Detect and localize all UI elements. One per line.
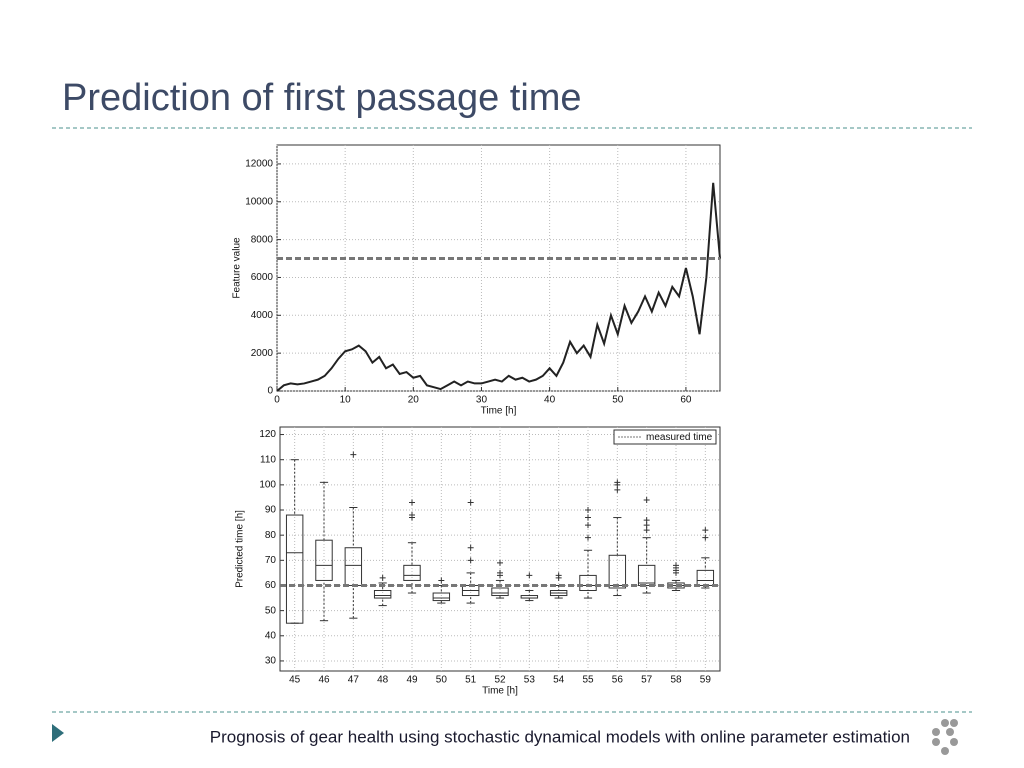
outlier bbox=[585, 522, 591, 529]
y-tick-label: 120 bbox=[259, 429, 276, 440]
outlier bbox=[497, 559, 503, 566]
x-tick-label: 40 bbox=[544, 395, 556, 406]
box bbox=[373, 590, 392, 599]
outlier bbox=[467, 499, 474, 506]
x-tick-label: 53 bbox=[524, 675, 536, 686]
y-tick-label: 90 bbox=[265, 505, 277, 516]
x-tick-label: 49 bbox=[406, 675, 418, 686]
outlier bbox=[350, 451, 357, 458]
box bbox=[285, 514, 304, 624]
y-tick-label: 110 bbox=[260, 454, 276, 465]
x-tick-label: 30 bbox=[476, 395, 488, 406]
x-tick-label: 56 bbox=[612, 675, 624, 686]
y-tick-label: 6000 bbox=[251, 272, 274, 283]
box bbox=[315, 539, 333, 581]
x-tick-label: 52 bbox=[494, 675, 506, 686]
box bbox=[579, 574, 597, 592]
data-line bbox=[276, 182, 721, 392]
y-tick-label: 10000 bbox=[245, 196, 273, 207]
outlier bbox=[409, 512, 415, 519]
x-tick-label: 48 bbox=[377, 675, 389, 686]
box bbox=[432, 592, 451, 602]
outlier bbox=[585, 534, 591, 541]
outlier bbox=[585, 514, 591, 521]
x-tick-label: 50 bbox=[436, 675, 448, 686]
x-axis-label: Time [h] bbox=[481, 406, 517, 417]
x-tick-label: 45 bbox=[289, 675, 301, 686]
y-tick-label: 60 bbox=[265, 580, 277, 591]
y-tick-label: 2000 bbox=[251, 348, 274, 359]
y-tick-label: 50 bbox=[265, 605, 277, 616]
x-tick-label: 60 bbox=[680, 395, 692, 406]
x-tick-label: 46 bbox=[318, 675, 330, 686]
outlier bbox=[409, 499, 415, 506]
outlier bbox=[497, 569, 503, 576]
y-tick-label: 8000 bbox=[251, 234, 274, 245]
box bbox=[637, 564, 656, 586]
box bbox=[403, 564, 421, 581]
x-tick-label: 58 bbox=[670, 675, 682, 686]
y-tick-label: 80 bbox=[265, 530, 277, 541]
outlier bbox=[673, 562, 679, 569]
outlier bbox=[379, 574, 386, 581]
x-tick-label: 20 bbox=[408, 395, 420, 406]
outlier bbox=[643, 527, 650, 534]
outlier bbox=[467, 557, 474, 564]
outlier bbox=[643, 522, 650, 529]
outlier bbox=[555, 572, 562, 579]
x-tick-label: 55 bbox=[582, 675, 594, 686]
y-tick-label: 40 bbox=[265, 630, 277, 641]
outlier bbox=[702, 527, 709, 534]
y-tick-label: 100 bbox=[259, 479, 276, 490]
y-tick-label: 70 bbox=[265, 555, 277, 566]
outlier bbox=[438, 577, 445, 584]
footer-text: Prognosis of gear health using stochasti… bbox=[210, 727, 910, 746]
logo-dots bbox=[932, 719, 958, 755]
outlier bbox=[614, 486, 621, 493]
x-tick-label: 10 bbox=[340, 395, 352, 406]
box bbox=[608, 554, 627, 589]
outlier bbox=[643, 496, 650, 503]
outlier bbox=[526, 572, 533, 579]
outlier bbox=[585, 507, 591, 514]
x-axis-label: Time [h] bbox=[482, 686, 518, 697]
x-tick-label: 47 bbox=[348, 675, 360, 686]
x-tick-label: 57 bbox=[641, 675, 653, 686]
legend-box bbox=[613, 429, 717, 445]
x-tick-label: 59 bbox=[700, 675, 712, 686]
y-axis-label: Predicted time [h] bbox=[235, 510, 246, 588]
plot-area bbox=[279, 426, 721, 672]
outlier bbox=[614, 479, 621, 486]
x-tick-label: 50 bbox=[612, 395, 624, 406]
nav-arrow bbox=[52, 724, 64, 742]
x-tick-label: 54 bbox=[553, 675, 565, 686]
y-tick-label: 12000 bbox=[245, 159, 273, 170]
outlier bbox=[643, 517, 650, 524]
y-tick-label: 30 bbox=[265, 656, 277, 667]
y-axis-label: Feature value bbox=[232, 237, 243, 299]
slide-title: Prediction of first passage time bbox=[62, 77, 582, 119]
y-tick-label: 4000 bbox=[251, 310, 274, 321]
x-tick-label: 51 bbox=[465, 675, 477, 686]
y-tick-label: 0 bbox=[267, 386, 273, 397]
outlier bbox=[702, 534, 709, 541]
legend-label: measured time bbox=[646, 432, 713, 443]
outlier bbox=[467, 544, 474, 551]
box bbox=[491, 587, 509, 597]
x-tick-label: 0 bbox=[274, 395, 280, 406]
